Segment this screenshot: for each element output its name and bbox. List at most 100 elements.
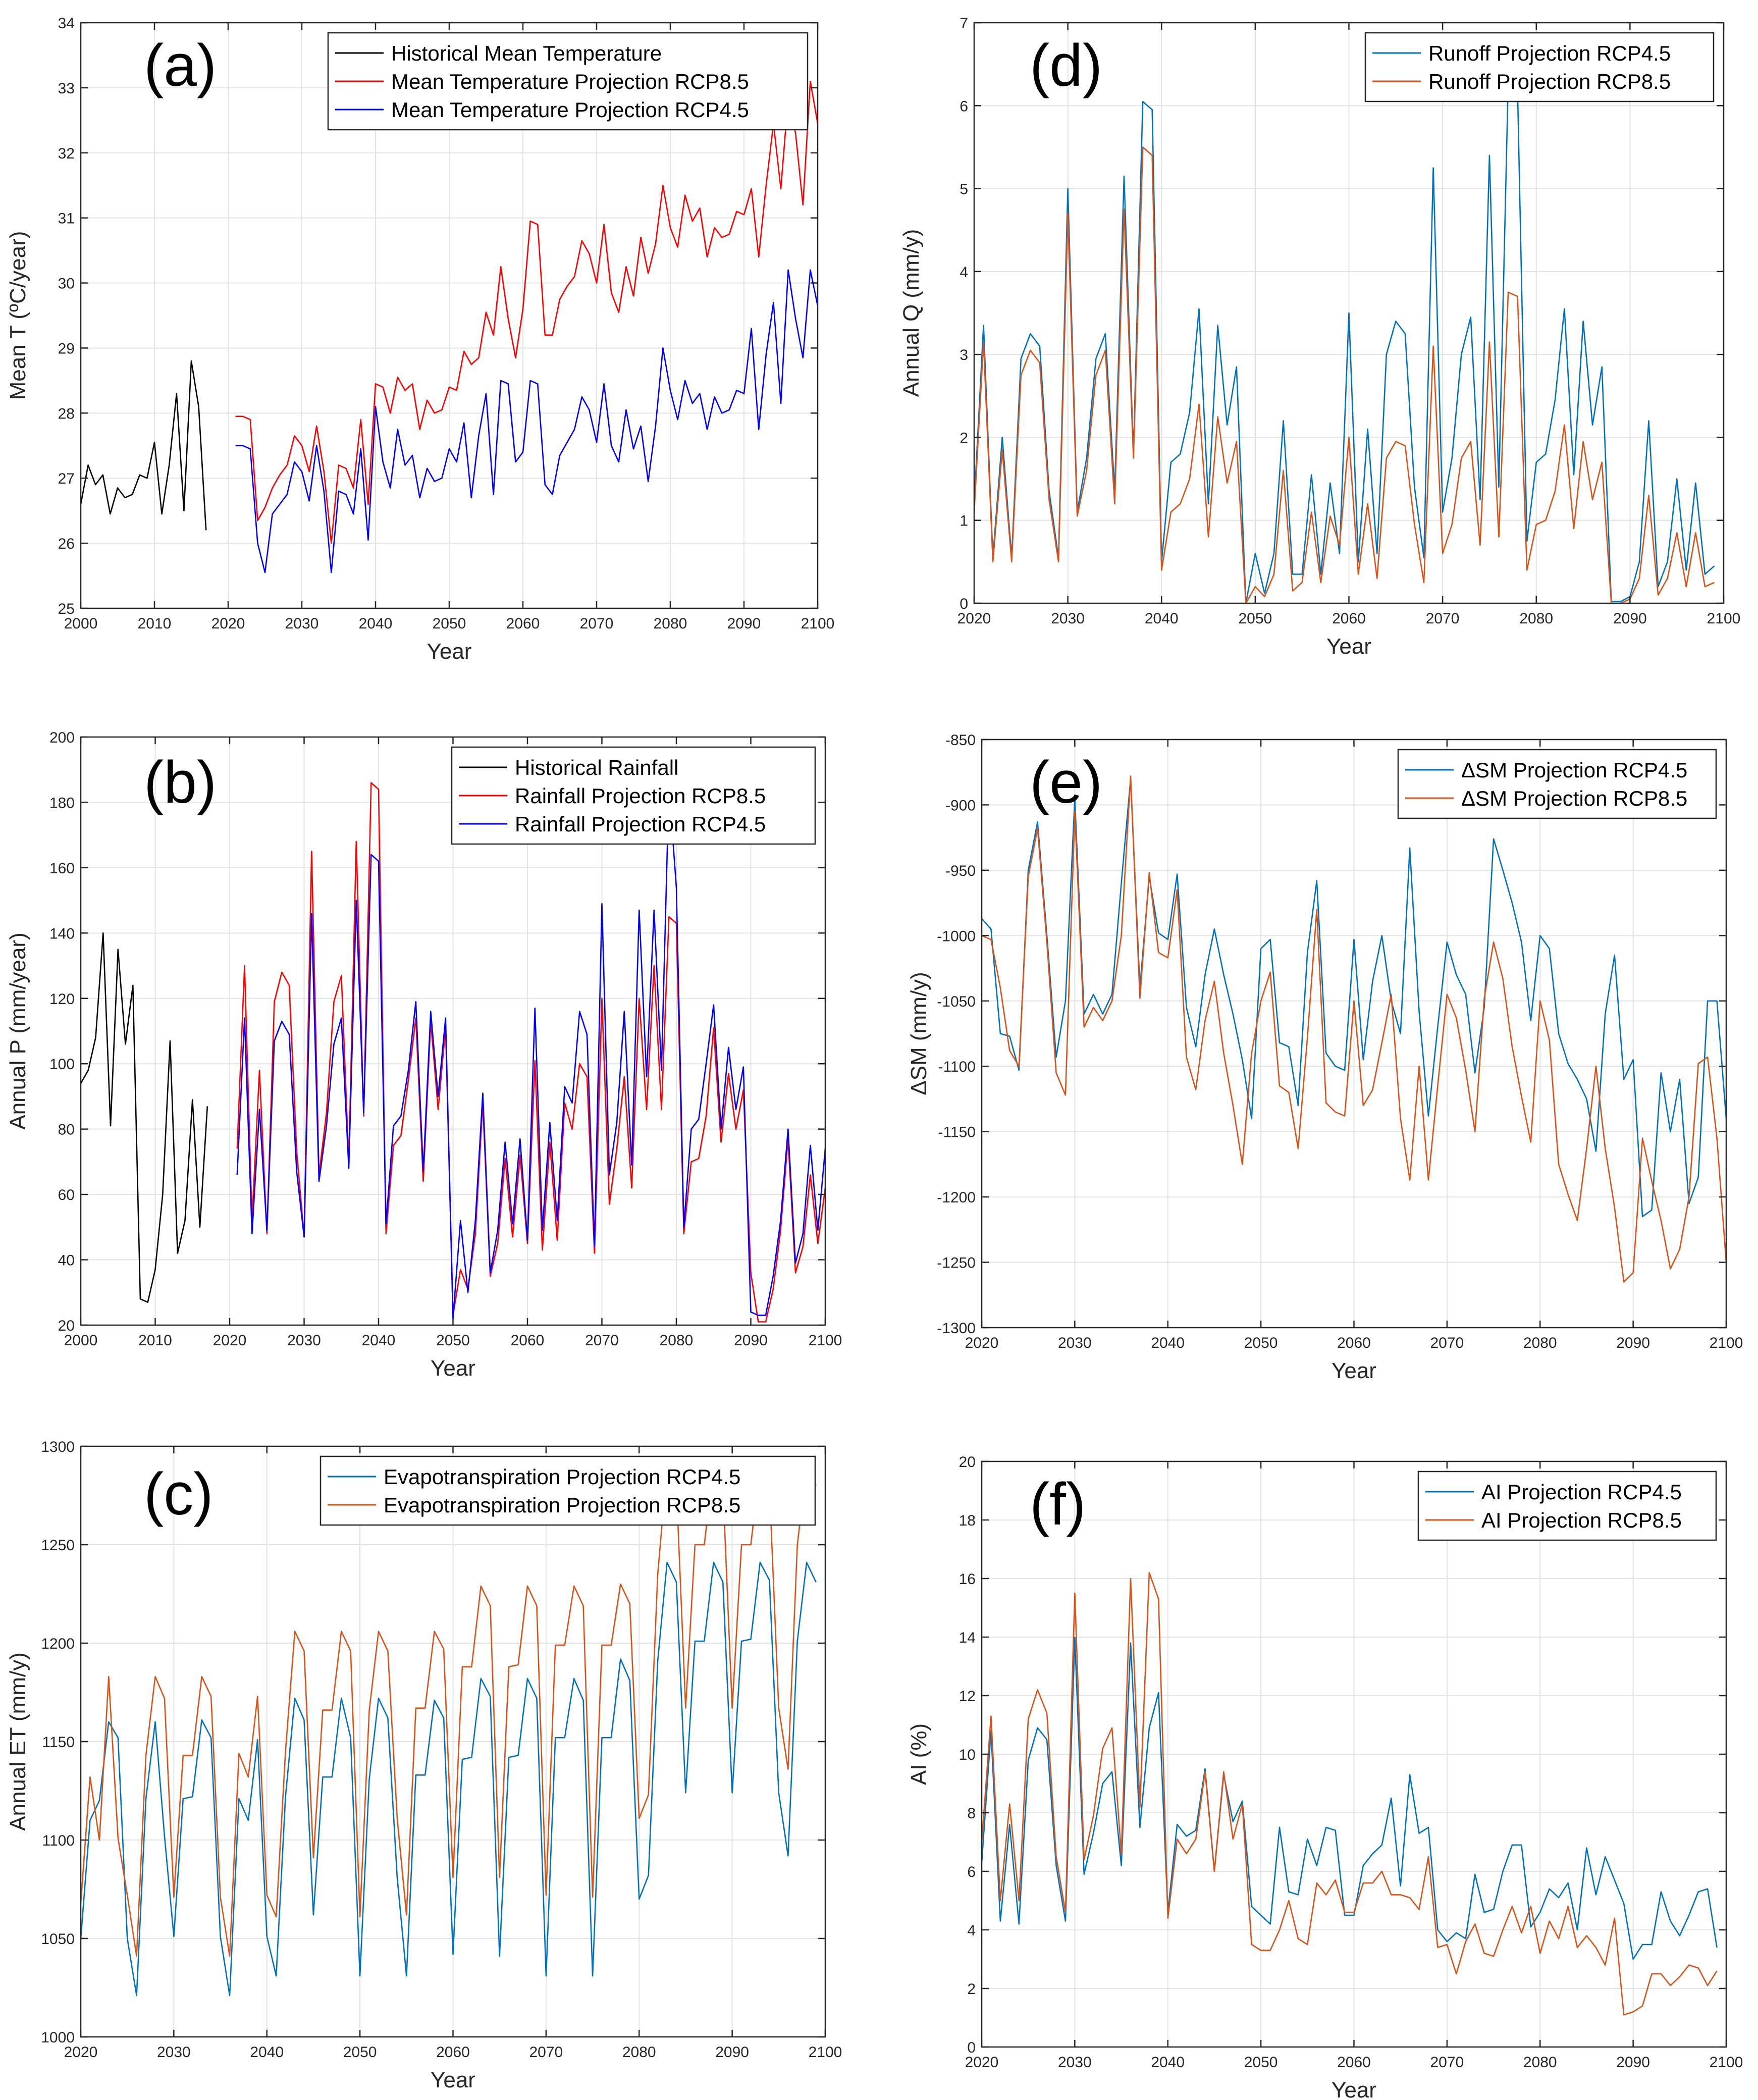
y-tick-label: 20 [959,1454,976,1471]
legend-entry: Evapotranspiration Projection RCP8.5 [384,1493,740,1517]
x-tick-label: 2100 [801,615,835,632]
x-tick-label: 2100 [809,1332,842,1349]
panel-label: (b) [144,749,217,816]
y-axis-label: Annual Q (mm/y) [899,229,924,397]
x-tick-label: 2050 [436,1332,470,1349]
x-tick-label: 2060 [436,2044,470,2061]
panel-c: 2020 2030 2040 2050 2060 2070 2080 2090 2100 1000… [6,1439,842,2092]
y-tick-label: 25 [58,601,75,617]
panel-label: (a) [144,32,217,99]
y-tick-label: 1150 [42,1734,75,1751]
x-tick-label: 2050 [343,2044,377,2061]
x-tick-label: 2080 [654,615,687,632]
x-tick-label: 2030 [285,615,319,632]
y-tick-label: -1250 [937,1255,976,1272]
legend-entry: AI Projection RCP8.5 [1481,1508,1682,1532]
x-axis-label: Year [1331,2078,1376,2100]
y-tick-label: -1100 [938,1059,976,1075]
x-tick-label: 2030 [1051,610,1085,627]
x-tick-label: 2070 [1426,610,1460,627]
x-tick-label: 2050 [1239,610,1272,627]
y-tick-label: 28 [58,405,75,422]
y-tick-label: 200 [49,729,75,746]
x-axis-label: Year [1331,1358,1376,1383]
legend-entry: Runoff Projection RCP4.5 [1428,41,1671,65]
y-tick-label: 1000 [41,2029,75,2046]
x-tick-label: 2050 [1244,2054,1278,2071]
y-tick-label: -850 [945,732,976,749]
legend-box [327,32,809,131]
y-tick-label: 1300 [41,1439,75,1455]
y-tick-label: 20 [58,1318,75,1334]
y-tick-label: 60 [58,1187,75,1203]
y-tick-label: -900 [945,797,976,814]
x-tick-label: 2030 [287,1332,321,1349]
series-line-2 [982,775,1726,1283]
x-tick-label: 2070 [1430,2054,1464,2071]
legend-box [1417,1471,1717,1541]
y-tick-label: 10 [959,1747,976,1763]
x-tick-label: 2000 [64,1332,98,1349]
y-axis-label: Mean T (ºC/year) [6,231,30,400]
y-tick-label: 30 [58,276,75,292]
x-tick-label: 2020 [965,2054,999,2071]
panel-d: 2020 2030 2040 2050 2060 2070 2080 2090 2100 0 1 2 3… [899,15,1740,659]
x-tick-label: 2080 [622,2044,656,2061]
y-tick-label: 3 [960,347,968,363]
x-tick-label: 2080 [1523,2054,1557,2071]
y-tick-label: 27 [58,470,75,487]
x-tick-label: 2040 [359,615,393,632]
x-tick-label: 2070 [580,615,614,632]
y-tick-label: 16 [959,1571,976,1588]
legend-entry: ΔSM Projection RCP4.5 [1461,758,1687,782]
x-tick-label: 2060 [1332,610,1366,627]
x-axis-label: Year [427,639,472,664]
panel-a: 2000 2010 2020 2030 2040 2050 2060 2070 2080 2090… [6,15,834,664]
y-tick-label: 100 [49,1056,75,1073]
x-tick-label: 2040 [1151,1335,1185,1351]
legend: Historical Mean Temperature Mean Temperat… [327,32,809,131]
y-tick-label: 40 [58,1252,75,1269]
series-line-3 [235,269,818,573]
y-tick-label: -1150 [938,1124,976,1141]
x-tick-label: 2070 [529,2044,563,2061]
y-tick-label: 140 [49,925,75,942]
x-axis-label: Year [431,1356,475,1381]
panel-label: (c) [144,1461,214,1528]
y-tick-label: 1250 [41,1537,75,1554]
legend: Evapotranspiration Projection RCP4.5 Evap… [319,1455,816,1526]
legend-entry: Rainfall Projection RCP4.5 [515,812,766,836]
x-tick-label: 2100 [1707,610,1741,627]
y-tick-label: 2 [967,1981,976,1998]
x-tick-label: 2090 [727,615,761,632]
x-tick-label: 2080 [1519,610,1553,627]
y-tick-label: 18 [959,1512,976,1529]
y-tick-label: 14 [959,1630,976,1646]
x-tick-label: 2100 [1710,1335,1743,1351]
y-tick-label: 5 [960,181,968,198]
y-tick-label: 160 [49,860,75,877]
y-tick-label: 1 [960,513,968,530]
y-tick-label: 12 [959,1688,976,1705]
x-tick-label: 2030 [1058,1335,1092,1351]
x-tick-label: 2020 [957,610,991,627]
y-tick-label: -950 [945,863,976,879]
x-tick-label: 2090 [1616,1335,1650,1351]
series-line-2 [236,782,825,1323]
x-tick-label: 2020 [965,1335,999,1351]
y-tick-label: 80 [58,1122,75,1138]
y-tick-label: 1100 [42,1832,75,1849]
x-tick-label: 2040 [250,2044,284,2061]
y-tick-label: 4 [967,1922,976,1939]
x-tick-label: 2060 [1337,2054,1371,2071]
legend-box [319,1455,816,1526]
y-tick-label: -1300 [937,1320,976,1337]
legend: Runoff Projection RCP4.5 Runoff Projectio… [1364,32,1715,102]
x-tick-label: 2040 [362,1332,396,1349]
y-tick-label: 180 [49,795,75,811]
legend: ΔSM Projection RCP4.5 ΔSM Projection RCP8… [1397,749,1717,819]
legend-entry: Historical Rainfall [515,756,678,779]
legend-entry: ΔSM Projection RCP8.5 [1461,786,1687,810]
y-tick-label: 34 [58,15,75,32]
y-tick-label: 8 [967,1805,976,1822]
